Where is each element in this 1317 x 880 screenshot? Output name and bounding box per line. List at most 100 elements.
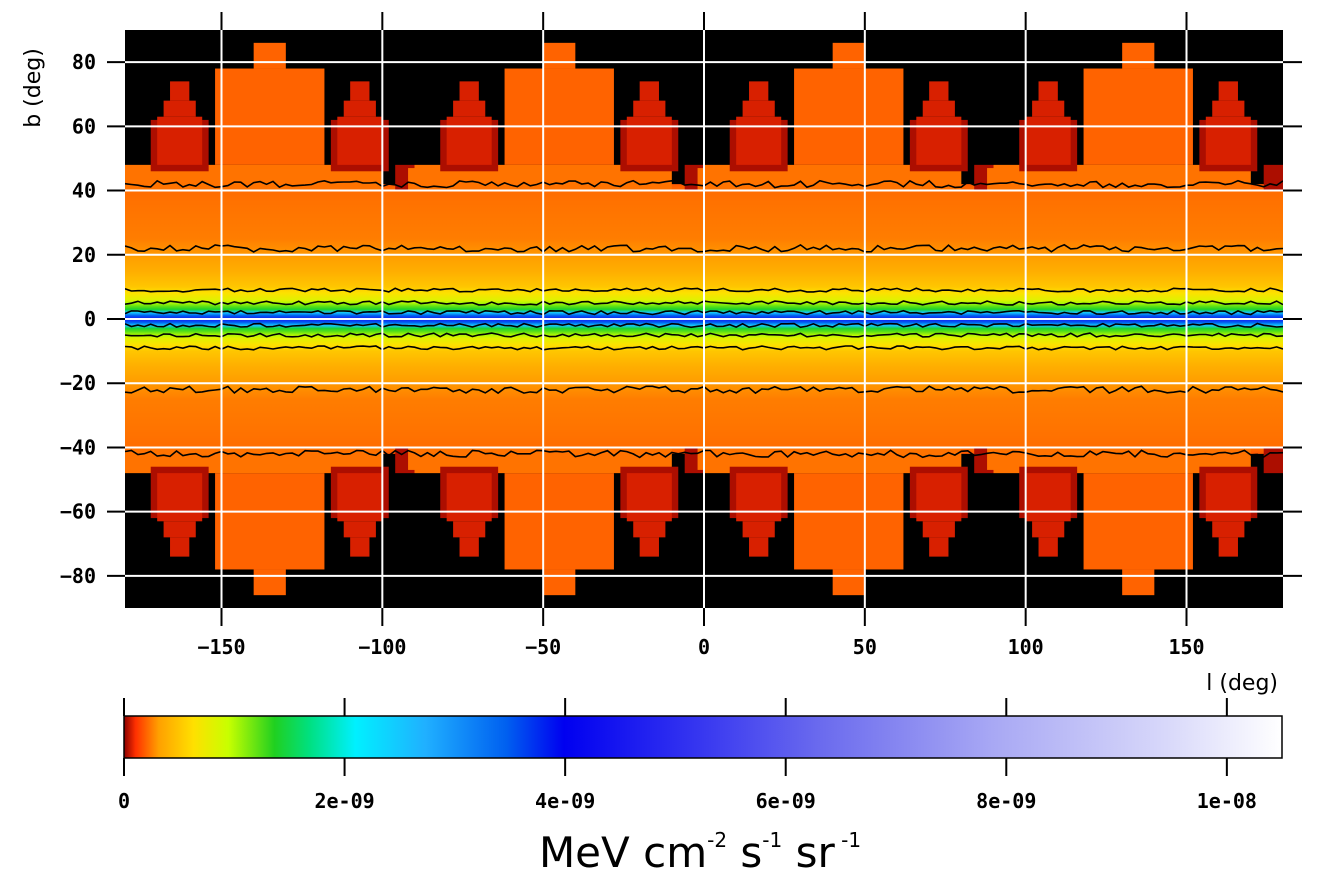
red-lobe-tip	[639, 537, 659, 557]
red-lobe-top	[453, 521, 486, 538]
y-tick-label: −40	[60, 435, 96, 459]
red-lobe-top	[1032, 521, 1065, 538]
red-lobe-top	[742, 521, 775, 538]
red-lobe	[446, 473, 492, 522]
unit-exponent-sr: -1	[835, 828, 861, 852]
red-lobe-top	[633, 100, 666, 117]
red-lobe	[736, 116, 782, 165]
colorbar-gradient	[123, 715, 1283, 759]
red-lobe-tip	[639, 81, 659, 101]
red-lobe	[736, 473, 782, 522]
grid-lines	[107, 12, 1302, 626]
orange-column	[794, 473, 904, 570]
red-lobe-top	[1212, 521, 1245, 538]
red-lobe	[1205, 116, 1251, 165]
band-shoulder	[408, 447, 421, 470]
colorbar-ticks: 0 2e-09 4e-09 6e-09 8e-09 1e-08	[118, 698, 1257, 813]
band-shoulder	[987, 447, 1000, 470]
colorbar-tick-label: 2e-09	[314, 789, 374, 813]
colorbar-unit-label: MeV cm-2 s-1 sr -1	[539, 828, 861, 877]
orange-column-cap	[543, 42, 576, 69]
orange-column-cap	[1122, 569, 1155, 596]
y-tick-label: 0	[84, 307, 96, 331]
y-tick-label: −80	[60, 564, 96, 588]
x-tick-label: −150	[197, 635, 245, 659]
red-lobe	[1025, 473, 1071, 522]
unit-steradian: sr	[782, 828, 835, 877]
red-lobe-tip	[1218, 537, 1238, 557]
unit-exponent-cm: -2	[707, 828, 727, 852]
orange-column	[504, 68, 614, 165]
red-lobe-tip	[749, 81, 769, 101]
x-tick-label: 50	[853, 635, 877, 659]
orange-column-cap	[1122, 42, 1155, 69]
red-lobe-tip	[459, 537, 479, 557]
red-lobe-tip	[350, 537, 370, 557]
x-axis: −150 −100 −50 0 50 100 150	[197, 635, 1204, 659]
orange-column	[504, 473, 614, 570]
orange-column	[1083, 473, 1193, 570]
red-lobe	[1205, 473, 1251, 522]
orange-column	[1083, 68, 1193, 165]
y-axis-title: b (deg)	[21, 48, 46, 128]
red-lobe	[337, 116, 383, 165]
x-axis-title: l (deg)	[1206, 671, 1278, 696]
red-lobe	[626, 473, 672, 522]
orange-column-cap	[253, 42, 286, 69]
red-lobe-tip	[929, 537, 949, 557]
band-shoulder	[408, 168, 421, 191]
x-tick-label: −50	[525, 635, 561, 659]
red-lobe-top	[922, 521, 955, 538]
colorbar-tick-label: 6e-09	[756, 789, 816, 813]
red-lobe-top	[742, 100, 775, 117]
orange-column-cap	[543, 569, 576, 596]
red-lobe	[1025, 116, 1071, 165]
x-tick-label: 0	[698, 635, 710, 659]
colorbar-tick-label: 1e-08	[1197, 789, 1257, 813]
y-tick-label: 40	[72, 179, 96, 203]
unit-exponent-s: -1	[762, 828, 782, 852]
x-tick-label: −100	[358, 635, 406, 659]
red-lobe-top	[922, 100, 955, 117]
colorbar-tick-label: 4e-09	[535, 789, 595, 813]
y-tick-label: 80	[72, 50, 96, 74]
red-lobe-tip	[929, 81, 949, 101]
red-lobe-tip	[1038, 537, 1058, 557]
red-lobe-top	[1032, 100, 1065, 117]
orange-column	[794, 68, 904, 165]
red-lobe-tip	[170, 81, 190, 101]
red-lobe	[916, 473, 962, 522]
orange-column-cap	[832, 569, 865, 596]
colorbar-tick-label: 0	[118, 789, 130, 813]
red-lobe-top	[343, 100, 376, 117]
x-tick-label: 100	[1008, 635, 1044, 659]
red-lobe-tip	[1038, 81, 1058, 101]
red-lobe-top	[163, 521, 196, 538]
y-axis: 80 60 40 20 0 −20 −40 −60 −80	[60, 50, 96, 588]
dip-shadow	[1263, 447, 1283, 474]
band-shoulder	[125, 168, 132, 191]
y-tick-label: −20	[60, 371, 96, 395]
orange-column-cap	[832, 42, 865, 69]
red-lobe-tip	[350, 81, 370, 101]
unit-base: MeV cm	[539, 828, 707, 877]
orange-column-cap	[253, 569, 286, 596]
red-lobe-top	[343, 521, 376, 538]
red-lobe-top	[633, 521, 666, 538]
colorbar-tick-label: 8e-09	[976, 789, 1036, 813]
red-lobe	[337, 473, 383, 522]
red-lobe-top	[163, 100, 196, 117]
band-shoulder	[987, 168, 1000, 191]
x-tick-label: 150	[1168, 635, 1204, 659]
y-tick-label: 60	[72, 114, 96, 138]
y-tick-label: 20	[72, 243, 96, 267]
red-lobe-tip	[170, 537, 190, 557]
red-lobe-tip	[1218, 81, 1238, 101]
red-lobe-top	[453, 100, 486, 117]
red-lobe	[626, 116, 672, 165]
red-lobe-tip	[749, 537, 769, 557]
band-shoulder	[125, 447, 132, 470]
red-lobe	[157, 473, 203, 522]
dip-shadow	[1263, 164, 1283, 191]
